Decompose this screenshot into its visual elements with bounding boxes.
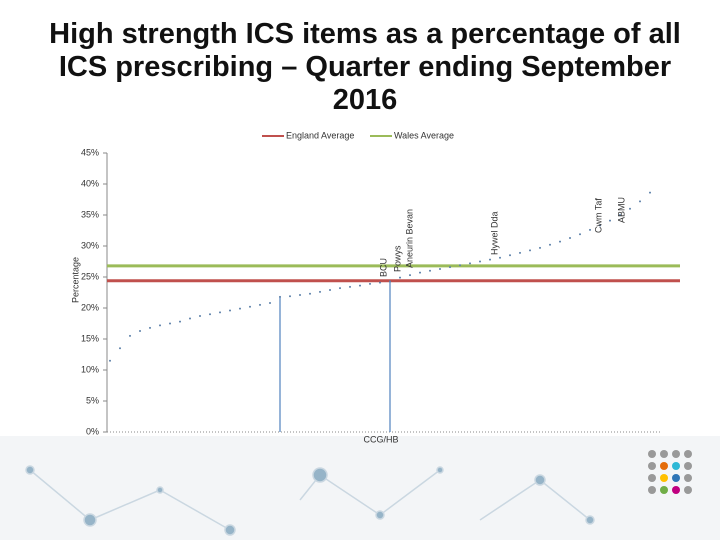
data-point <box>579 233 581 236</box>
data-point <box>169 322 171 325</box>
data-point <box>289 295 291 298</box>
data-point <box>529 249 531 252</box>
data-point <box>469 262 471 265</box>
y-tick-label: 40% <box>81 178 99 188</box>
y-tick-label: 0% <box>86 426 99 436</box>
legend-label: Wales Average <box>394 130 454 140</box>
data-point <box>459 264 461 267</box>
data-point <box>149 326 151 329</box>
y-axis-label: Percentage <box>70 257 80 303</box>
y-tick-label: 5% <box>86 395 99 405</box>
data-point <box>319 290 321 293</box>
chart-title: High strength ICS items as a percentage … <box>49 18 681 116</box>
data-point <box>199 315 201 318</box>
group-label: Aneurin Bevan <box>404 209 414 268</box>
y-tick-label: 25% <box>81 271 99 281</box>
legend-label: England Average <box>286 130 354 140</box>
data-point <box>119 347 121 350</box>
data-point <box>379 281 381 284</box>
data-point <box>639 200 641 203</box>
y-tick-label: 35% <box>81 209 99 219</box>
x-axis-label: CCG/HB <box>363 434 398 444</box>
y-tick-label: 15% <box>81 333 99 343</box>
y-tick-label: 10% <box>81 364 99 374</box>
data-point <box>539 246 541 249</box>
data-point <box>139 329 141 332</box>
group-label: Cwm Taf <box>593 198 603 233</box>
data-point <box>489 258 491 261</box>
data-point <box>649 191 651 194</box>
data-point <box>499 256 501 259</box>
data-point <box>369 282 371 285</box>
data-point <box>179 320 181 323</box>
data-point <box>549 243 551 246</box>
data-point <box>619 214 621 216</box>
data-point <box>309 292 311 295</box>
data-point <box>439 267 441 270</box>
data-point <box>299 293 301 296</box>
group-label: Powys <box>392 245 402 272</box>
group-label: Hywel Dda <box>489 211 499 255</box>
data-point <box>629 207 631 210</box>
data-point <box>129 334 131 337</box>
data-point <box>249 305 251 308</box>
data-point <box>239 307 241 310</box>
data-point <box>269 302 271 305</box>
data-point <box>599 224 601 227</box>
data-point <box>399 276 401 279</box>
y-tick-label: 45% <box>81 147 99 157</box>
y-tick-label: 20% <box>81 302 99 312</box>
data-point <box>209 313 211 316</box>
data-point <box>409 274 411 277</box>
data-point <box>589 228 591 231</box>
data-point <box>519 251 521 254</box>
data-point <box>349 285 351 288</box>
data-point <box>419 271 421 274</box>
data-point <box>609 219 611 222</box>
data-point <box>509 254 511 257</box>
data-point <box>219 311 221 314</box>
background-band <box>0 436 720 540</box>
data-point <box>279 295 281 298</box>
data-point <box>569 236 571 239</box>
color-grid <box>648 450 692 494</box>
data-point <box>229 309 231 312</box>
group-label: BCU <box>378 258 388 277</box>
data-point <box>359 284 361 287</box>
data-point <box>559 240 561 243</box>
data-point <box>429 269 431 272</box>
data-point <box>109 359 111 362</box>
data-point <box>449 266 451 269</box>
y-tick-label: 30% <box>81 240 99 250</box>
group-label: ABMU <box>616 197 626 223</box>
network-graphic <box>25 465 595 536</box>
data-point <box>159 324 161 327</box>
data-point <box>389 280 391 283</box>
data-point <box>339 287 341 290</box>
data-point <box>479 260 481 263</box>
data-point <box>189 317 191 320</box>
data-point <box>259 303 261 306</box>
data-point <box>329 289 331 292</box>
